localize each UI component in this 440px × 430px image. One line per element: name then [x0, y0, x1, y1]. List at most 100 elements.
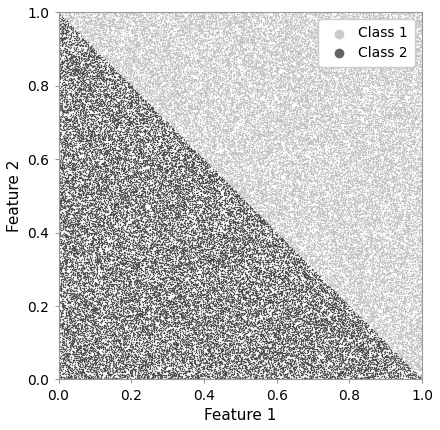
Class 1	[417, 210, 424, 217]
Class 2	[90, 268, 97, 275]
Class 1	[264, 154, 271, 161]
Class 2	[125, 299, 132, 306]
Class 2	[123, 84, 130, 91]
Class 2	[60, 304, 67, 310]
Class 2	[115, 313, 122, 320]
Class 2	[264, 313, 271, 319]
Class 1	[386, 131, 393, 138]
Class 2	[194, 237, 202, 243]
Class 1	[349, 266, 356, 273]
Class 1	[178, 75, 185, 82]
Class 1	[175, 102, 182, 109]
Class 1	[265, 204, 272, 211]
Class 2	[67, 344, 74, 351]
Class 1	[279, 197, 286, 204]
Class 1	[328, 76, 335, 83]
Class 2	[71, 310, 78, 316]
Class 1	[332, 266, 339, 273]
Class 2	[287, 255, 294, 262]
Class 2	[192, 364, 199, 371]
Class 1	[324, 70, 331, 77]
Class 2	[171, 306, 178, 313]
Class 1	[372, 188, 379, 195]
Class 1	[242, 91, 249, 98]
Class 2	[278, 331, 285, 338]
Class 2	[303, 332, 310, 339]
Class 1	[271, 55, 279, 62]
Class 1	[281, 92, 288, 99]
Class 1	[390, 111, 397, 118]
Class 1	[248, 102, 255, 109]
Class 2	[202, 179, 209, 186]
Class 1	[389, 53, 396, 60]
Class 1	[140, 22, 147, 29]
Class 1	[308, 147, 315, 154]
Class 1	[281, 147, 288, 154]
Class 2	[123, 189, 130, 196]
Class 1	[370, 115, 377, 122]
Class 2	[256, 311, 263, 318]
Class 1	[212, 48, 219, 55]
Class 1	[296, 93, 303, 100]
Class 1	[372, 308, 379, 315]
Class 1	[393, 325, 400, 332]
Class 1	[244, 58, 251, 65]
Class 1	[173, 57, 180, 64]
Class 2	[124, 184, 131, 191]
Class 2	[128, 164, 135, 171]
Class 2	[213, 307, 220, 314]
Class 1	[366, 291, 373, 298]
Class 2	[290, 309, 297, 316]
Class 1	[301, 31, 308, 38]
Class 2	[77, 361, 84, 368]
Class 1	[141, 92, 148, 99]
Class 1	[384, 249, 391, 256]
Class 2	[121, 191, 128, 198]
Class 1	[300, 135, 307, 141]
Class 2	[67, 53, 74, 60]
Class 1	[249, 160, 257, 167]
Class 2	[321, 344, 328, 351]
Class 1	[225, 93, 232, 100]
Class 1	[282, 236, 290, 243]
Class 1	[347, 288, 354, 295]
Class 1	[398, 231, 405, 238]
Class 1	[381, 135, 389, 142]
Class 2	[177, 176, 184, 183]
Class 1	[236, 139, 243, 146]
Class 1	[262, 74, 269, 80]
Class 1	[364, 22, 371, 28]
Class 1	[415, 230, 422, 236]
Class 2	[124, 193, 131, 200]
Class 2	[321, 368, 328, 375]
Class 1	[181, 123, 188, 130]
Class 1	[70, 12, 77, 19]
Class 1	[381, 34, 388, 41]
Class 2	[237, 208, 244, 215]
Class 2	[197, 202, 204, 209]
Class 1	[249, 118, 256, 125]
Class 1	[324, 225, 331, 232]
Class 1	[415, 92, 422, 99]
Class 2	[298, 294, 305, 301]
Class 2	[324, 295, 331, 302]
Class 2	[224, 337, 231, 344]
Class 1	[362, 25, 369, 32]
Class 2	[246, 279, 253, 286]
Class 2	[242, 206, 249, 213]
Class 2	[220, 258, 227, 265]
Class 2	[57, 291, 64, 298]
Class 1	[405, 362, 412, 369]
Class 2	[66, 200, 73, 206]
Class 1	[260, 37, 268, 43]
Class 1	[312, 154, 319, 161]
Class 1	[367, 306, 374, 313]
Class 1	[221, 33, 228, 40]
Class 1	[308, 251, 315, 258]
Class 1	[321, 126, 328, 133]
Class 2	[237, 250, 244, 257]
Class 1	[254, 65, 261, 72]
Class 2	[103, 254, 110, 261]
Class 1	[78, 9, 85, 16]
Class 1	[303, 138, 310, 144]
